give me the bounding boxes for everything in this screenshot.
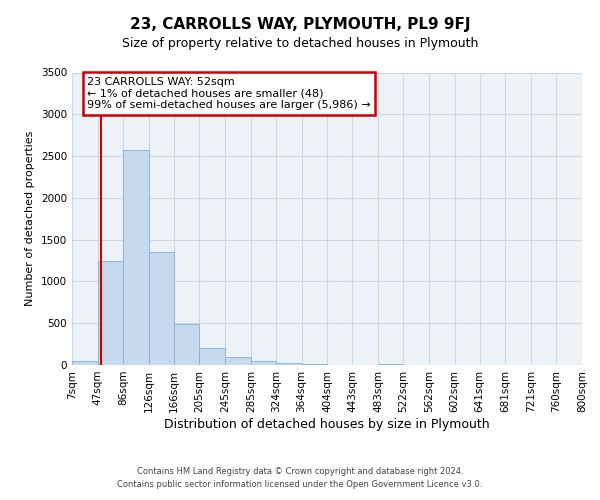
Bar	[174, 324, 199, 365]
Bar	[378, 364, 403, 365]
Bar	[302, 364, 328, 365]
Bar	[123, 150, 149, 365]
Y-axis label: Number of detached properties: Number of detached properties	[25, 131, 35, 306]
X-axis label: Distribution of detached houses by size in Plymouth: Distribution of detached houses by size …	[164, 418, 490, 430]
Bar	[149, 252, 174, 365]
Text: Contains public sector information licensed under the Open Government Licence v3: Contains public sector information licen…	[118, 480, 482, 489]
Text: Size of property relative to detached houses in Plymouth: Size of property relative to detached ho…	[122, 38, 478, 51]
Bar	[225, 356, 251, 365]
Bar	[72, 361, 98, 365]
Text: Contains HM Land Registry data © Crown copyright and database right 2024.: Contains HM Land Registry data © Crown c…	[137, 467, 463, 476]
Bar	[98, 262, 123, 365]
Bar	[276, 363, 302, 365]
Text: 23 CARROLLS WAY: 52sqm
← 1% of detached houses are smaller (48)
99% of semi-deta: 23 CARROLLS WAY: 52sqm ← 1% of detached …	[88, 77, 371, 110]
Bar	[251, 361, 276, 365]
Text: 23, CARROLLS WAY, PLYMOUTH, PL9 9FJ: 23, CARROLLS WAY, PLYMOUTH, PL9 9FJ	[130, 18, 470, 32]
Bar	[199, 348, 225, 365]
